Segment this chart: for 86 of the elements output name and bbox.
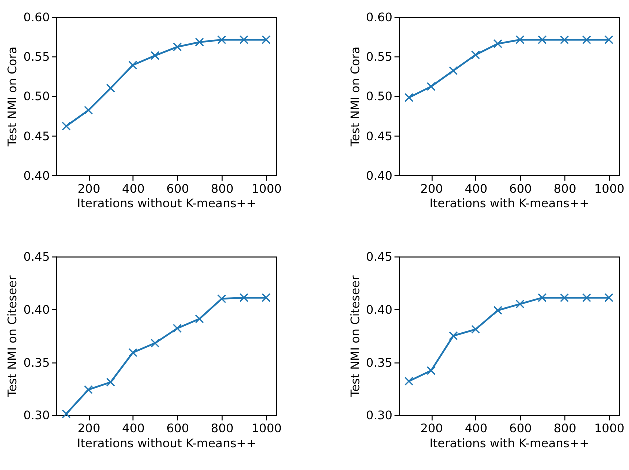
x-tick-label: 200 <box>78 182 100 196</box>
point <box>404 376 414 386</box>
y-tick-label: 0.50 <box>24 90 50 104</box>
point <box>262 293 271 302</box>
x-tick-label: 400 <box>464 182 488 196</box>
x-axis-title: Iterations without K-means++ <box>77 196 257 211</box>
point <box>449 331 458 340</box>
point <box>471 325 480 334</box>
x-tick-label: 1000 <box>594 182 625 196</box>
x-tick-label: 800 <box>554 182 577 196</box>
y-tick-label: 0.60 <box>366 10 393 24</box>
point <box>240 36 249 44</box>
y-tick-label: 0.50 <box>366 90 393 104</box>
point <box>494 39 503 48</box>
y-tick-label: 0.35 <box>24 356 50 370</box>
x-tick-label: 1000 <box>252 182 282 196</box>
point <box>106 378 116 387</box>
y-tick-label: 0.45 <box>366 129 393 144</box>
point <box>84 106 94 115</box>
x-tick-label: 600 <box>166 422 190 436</box>
point <box>217 36 226 44</box>
point <box>471 50 480 60</box>
y-tick-label: 0.45 <box>24 250 50 264</box>
point <box>449 66 458 76</box>
y-tick-label: 0.55 <box>24 50 50 64</box>
y-tick-label: 0.55 <box>366 50 393 64</box>
point <box>240 293 249 302</box>
x-tick-label: 800 <box>211 422 234 436</box>
point <box>62 410 71 419</box>
point <box>516 300 525 309</box>
x-axis-title: Iterations with K-means++ <box>430 196 590 211</box>
point <box>604 36 614 44</box>
x-tick-label: 800 <box>554 422 577 436</box>
x-tick-label: 600 <box>166 182 190 196</box>
point <box>538 36 547 44</box>
y-axis-title: Test NMI on Cora <box>348 46 362 148</box>
point <box>62 122 71 131</box>
x-tick-label: 1000 <box>252 422 282 436</box>
point <box>84 385 94 394</box>
point <box>173 42 182 52</box>
y-tick-label: 0.60 <box>24 10 50 24</box>
x-axis-title: Iterations without K-means++ <box>77 436 257 450</box>
point <box>128 60 138 70</box>
point <box>217 294 226 304</box>
y-tick-label: 0.40 <box>366 168 393 183</box>
y-tick-label: 0.40 <box>366 303 393 318</box>
point <box>582 36 592 44</box>
y-tick-label: 0.40 <box>24 168 50 183</box>
point <box>195 314 204 324</box>
x-tick-label: 600 <box>509 182 532 196</box>
x-tick-label: 200 <box>78 422 100 436</box>
y-axis-title: Test NMI on Cora <box>6 46 20 148</box>
point <box>426 366 436 376</box>
y-tick-label: 0.45 <box>366 250 393 264</box>
point <box>128 348 138 358</box>
point <box>426 82 436 92</box>
x-tick-label: 1000 <box>594 422 625 436</box>
point <box>195 38 204 47</box>
point <box>150 51 160 60</box>
point <box>150 338 160 348</box>
y-tick-label: 0.45 <box>24 129 50 144</box>
x-tick-label: 600 <box>509 422 532 436</box>
point <box>262 36 271 44</box>
x-tick-label: 400 <box>464 422 488 436</box>
point <box>560 293 570 302</box>
x-tick-label: 200 <box>420 422 444 436</box>
x-tick-label: 400 <box>122 182 145 196</box>
point <box>494 306 503 316</box>
y-tick-label: 0.30 <box>24 408 50 423</box>
y-axis-title: Test NMI on Citeseer <box>348 276 362 398</box>
x-tick-label: 800 <box>211 182 234 196</box>
y-axis-title: Test NMI on Citeseer <box>6 276 20 398</box>
y-tick-label: 0.30 <box>366 408 393 423</box>
y-tick-label: 0.40 <box>24 303 50 318</box>
x-axis-title: Iterations with K-means++ <box>430 436 590 450</box>
point <box>538 293 547 302</box>
y-tick-label: 0.35 <box>366 356 393 370</box>
x-tick-label: 200 <box>420 182 444 196</box>
point <box>173 324 182 334</box>
point <box>604 293 614 302</box>
point <box>404 93 414 102</box>
point <box>516 36 525 44</box>
point <box>582 293 592 302</box>
x-tick-label: 400 <box>122 422 145 436</box>
point <box>560 36 570 44</box>
point <box>106 84 116 93</box>
